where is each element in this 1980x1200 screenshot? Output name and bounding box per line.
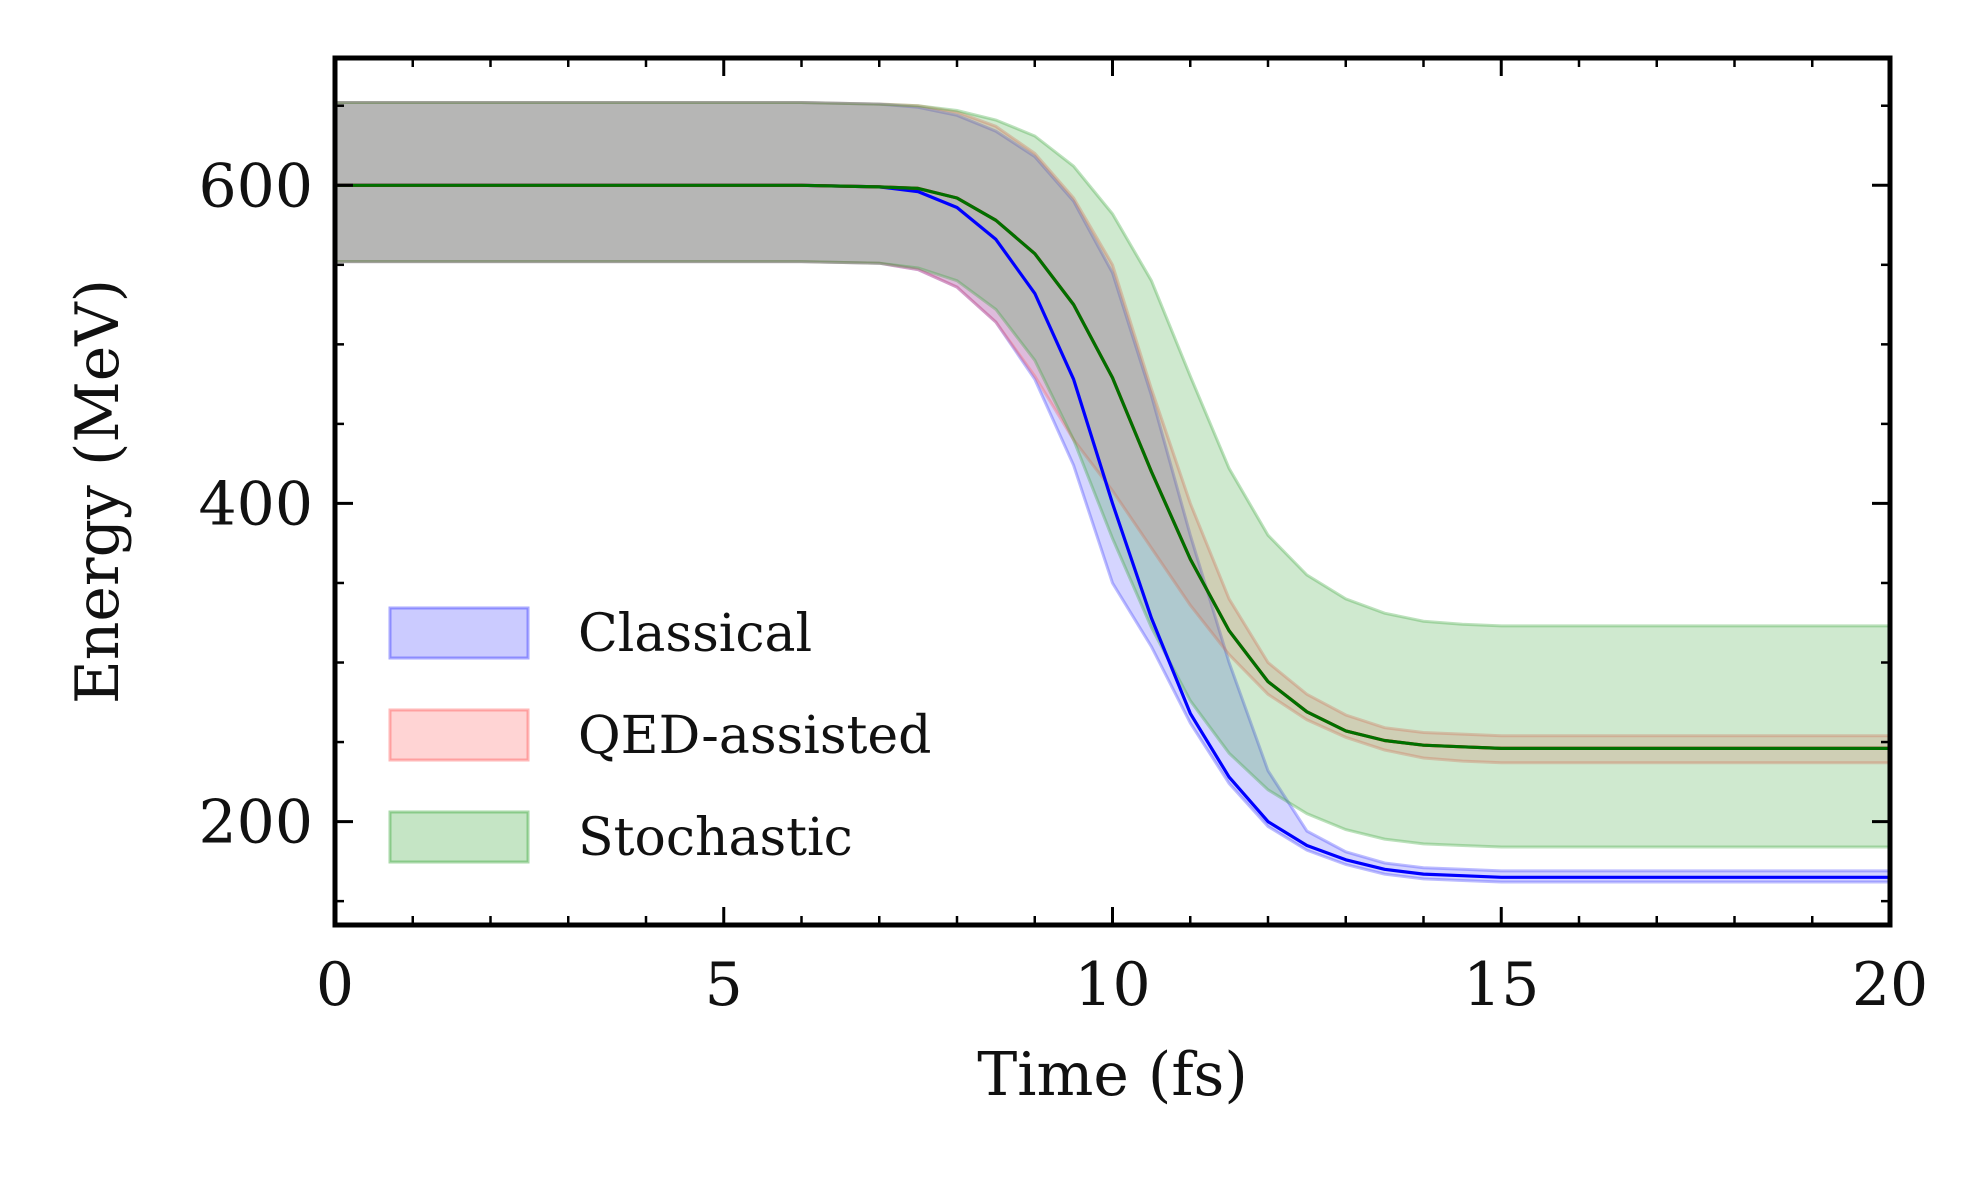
legend-label: QED-assisted <box>578 706 931 766</box>
line-stochastic <box>335 183 1890 751</box>
uncertainty-bands <box>333 101 1892 884</box>
series-lines <box>335 183 1890 879</box>
legend-swatch <box>388 810 530 864</box>
x-tick-label: 5 <box>705 950 743 1020</box>
x-axis-label: Time (fs) <box>977 1040 1248 1110</box>
x-tick-label: 0 <box>316 950 354 1020</box>
x-tick-label: 20 <box>1852 950 1928 1020</box>
y-tick-label: 200 <box>198 788 313 858</box>
x-tick-label: 10 <box>1074 950 1150 1020</box>
legend-swatch <box>388 708 530 762</box>
legend-swatch <box>388 606 530 660</box>
legend-item-qed-assisted: QED-assisted <box>388 706 931 766</box>
x-tick-label: 15 <box>1463 950 1539 1020</box>
legend-item-classical: Classical <box>388 604 812 664</box>
plot-frame <box>332 55 1893 928</box>
legend-label: Stochastic <box>578 808 853 868</box>
legend-item-stochastic: Stochastic <box>388 808 853 868</box>
legend-label: Classical <box>578 604 812 664</box>
legend: Classical QED-assisted Stochastic <box>388 604 931 868</box>
y-axis-label: Energy (MeV) <box>63 279 133 704</box>
axis-tick-labels: 0 5 10 15 20 200 400 600 <box>198 151 1928 1020</box>
band-stochastic <box>333 101 1892 849</box>
y-tick-label: 400 <box>198 469 313 539</box>
y-tick-label: 600 <box>198 151 313 221</box>
